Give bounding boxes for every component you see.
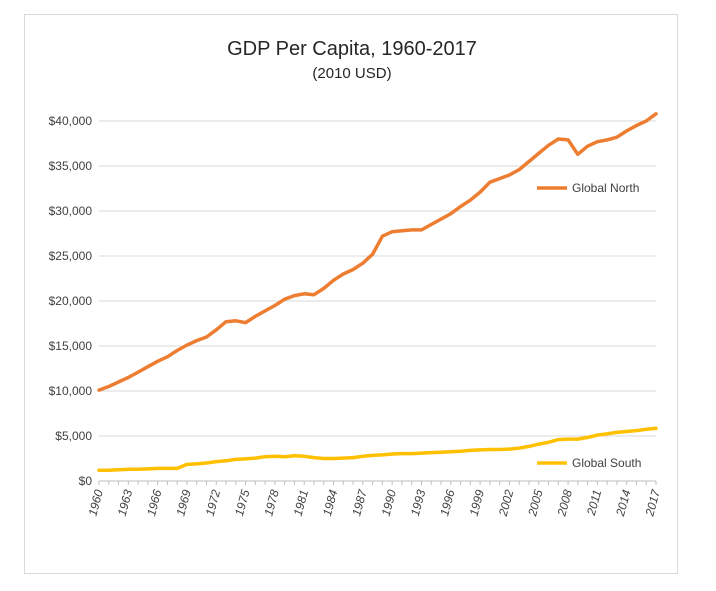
- y-tick-label: $35,000: [49, 159, 93, 173]
- x-tick-label: 2014: [613, 488, 634, 519]
- chart-title: GDP Per Capita, 1960-2017: [227, 38, 477, 60]
- x-tick-label: 1966: [144, 488, 165, 518]
- legend-label: Global South: [572, 456, 641, 470]
- x-tick-label: 1993: [408, 488, 429, 518]
- y-tick-label: $15,000: [49, 339, 93, 353]
- x-tick-label: 1975: [232, 488, 253, 518]
- x-axis: 1960 1963 1966 1969 1972 1975 1978 1981 1984 1987…: [85, 480, 663, 519]
- x-tick-label: 2005: [525, 488, 546, 519]
- x-tick-label: 1996: [437, 488, 458, 518]
- series-lines: [97, 112, 658, 472]
- y-axis-ticks: $0 $5,000 $10,000 $15,000 $20,000 $25,000 $30,…: [49, 114, 93, 488]
- x-tick-label: 1999: [467, 488, 488, 518]
- chart-frame: GDP Per Capita, 1960-2017 (2010 USD) $0 $…: [24, 14, 678, 574]
- x-tick-label: 2011: [584, 488, 604, 518]
- y-tick-label: $25,000: [49, 249, 93, 263]
- gridlines: [99, 120, 656, 437]
- y-tick-label: $10,000: [49, 384, 93, 398]
- chart-subtitle: (2010 USD): [312, 65, 391, 82]
- line-chart: GDP Per Capita, 1960-2017 (2010 USD) $0$…: [49, 38, 664, 519]
- x-tick-label: 1984: [320, 488, 341, 518]
- x-tick-label: 2002: [496, 488, 517, 519]
- legend-label: Global North: [572, 181, 639, 195]
- x-tick-label: 1987: [349, 487, 370, 518]
- legend: Global North Global South: [537, 181, 641, 470]
- x-tick-label: 1963: [115, 488, 136, 518]
- series-line-global-south: [97, 426, 658, 472]
- x-tick-label: 1981: [291, 488, 311, 517]
- x-tick-label: 1978: [261, 488, 282, 518]
- y-tick-label: $0: [79, 474, 93, 488]
- x-tick-label: 2017: [642, 487, 663, 519]
- x-tick-label: 1969: [173, 488, 194, 518]
- y-tick-label: $5,000: [55, 429, 92, 443]
- x-tick-label: 2008: [554, 488, 575, 519]
- y-tick-label: $30,000: [49, 204, 93, 218]
- y-tick-label: $40,000: [49, 114, 93, 128]
- x-tick-label: 1972: [203, 488, 224, 518]
- y-tick-label: $20,000: [49, 294, 93, 308]
- series-line-global-north: [97, 112, 658, 392]
- x-tick-label: 1990: [379, 488, 400, 518]
- x-tick-label: 1960: [85, 488, 106, 518]
